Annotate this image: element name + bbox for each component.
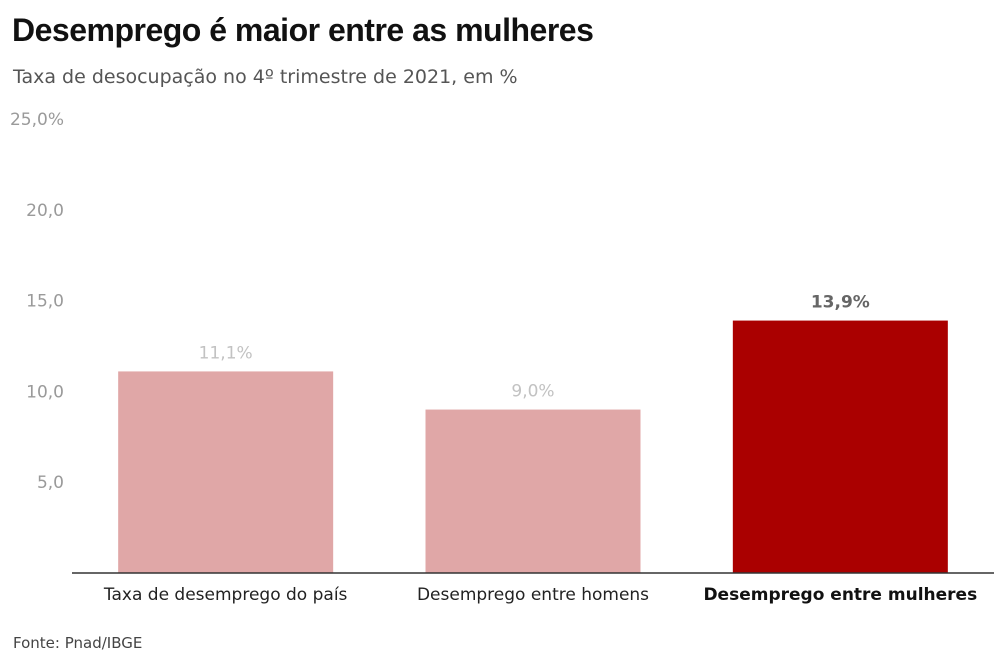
- x-category-label: Desemprego entre homens: [417, 585, 649, 605]
- y-tick-label: 10,0: [26, 382, 64, 402]
- y-tick-label: 15,0: [26, 292, 64, 312]
- data-label: 13,9%: [811, 293, 870, 313]
- data-label: 11,1%: [199, 343, 253, 363]
- x-category-label: Desemprego entre mulheres: [703, 585, 977, 605]
- source-note: Fonte: Pnad/IBGE: [13, 634, 143, 652]
- chart-title: Desemprego é maior entre as mulheres: [12, 12, 594, 48]
- bar: [118, 371, 334, 573]
- bar: [732, 320, 948, 573]
- y-tick-label: 25,0%: [10, 110, 64, 130]
- data-label: 9,0%: [511, 382, 554, 402]
- bar: [425, 409, 641, 573]
- y-tick-label: 20,0: [26, 201, 64, 221]
- chart-subtitle: Taxa de desocupação no 4º trimestre de 2…: [13, 66, 518, 88]
- x-category-label: Taxa de desemprego do país: [103, 585, 348, 605]
- y-tick-label: 5,0: [37, 473, 64, 493]
